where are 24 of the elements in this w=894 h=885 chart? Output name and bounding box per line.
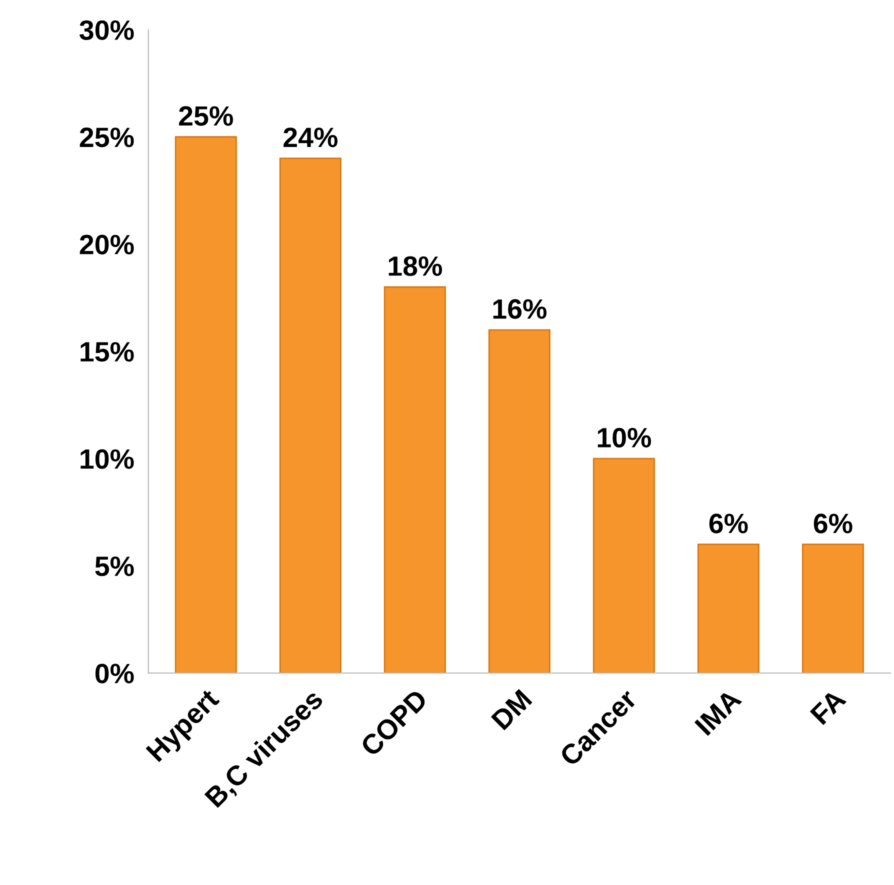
data-label: 25% [179, 106, 233, 126]
bar [279, 158, 342, 674]
bar [802, 544, 864, 674]
y-tick-label: 10% [80, 449, 134, 469]
data-label: 10% [598, 428, 651, 448]
data-label: 18% [388, 256, 442, 276]
x-tick-label: FA [810, 688, 847, 725]
data-label: 6% [814, 514, 852, 534]
y-tick-label: 5% [95, 556, 134, 576]
bar [697, 544, 760, 674]
y-tick-label: 30% [80, 20, 134, 40]
y-tick-label: 0% [95, 664, 134, 684]
data-label: 16% [493, 299, 546, 319]
bar [488, 329, 550, 674]
y-tick-label: 15% [80, 342, 134, 362]
data-label: 24% [284, 128, 338, 148]
bar [384, 286, 446, 674]
data-label: 6% [709, 514, 748, 534]
y-tick-label: 20% [80, 234, 134, 254]
bar [592, 458, 655, 674]
bar [174, 136, 237, 674]
x-tick-label: IMA [694, 688, 742, 736]
y-tick-label: 25% [80, 128, 134, 148]
x-tick-label: DM [490, 688, 532, 730]
